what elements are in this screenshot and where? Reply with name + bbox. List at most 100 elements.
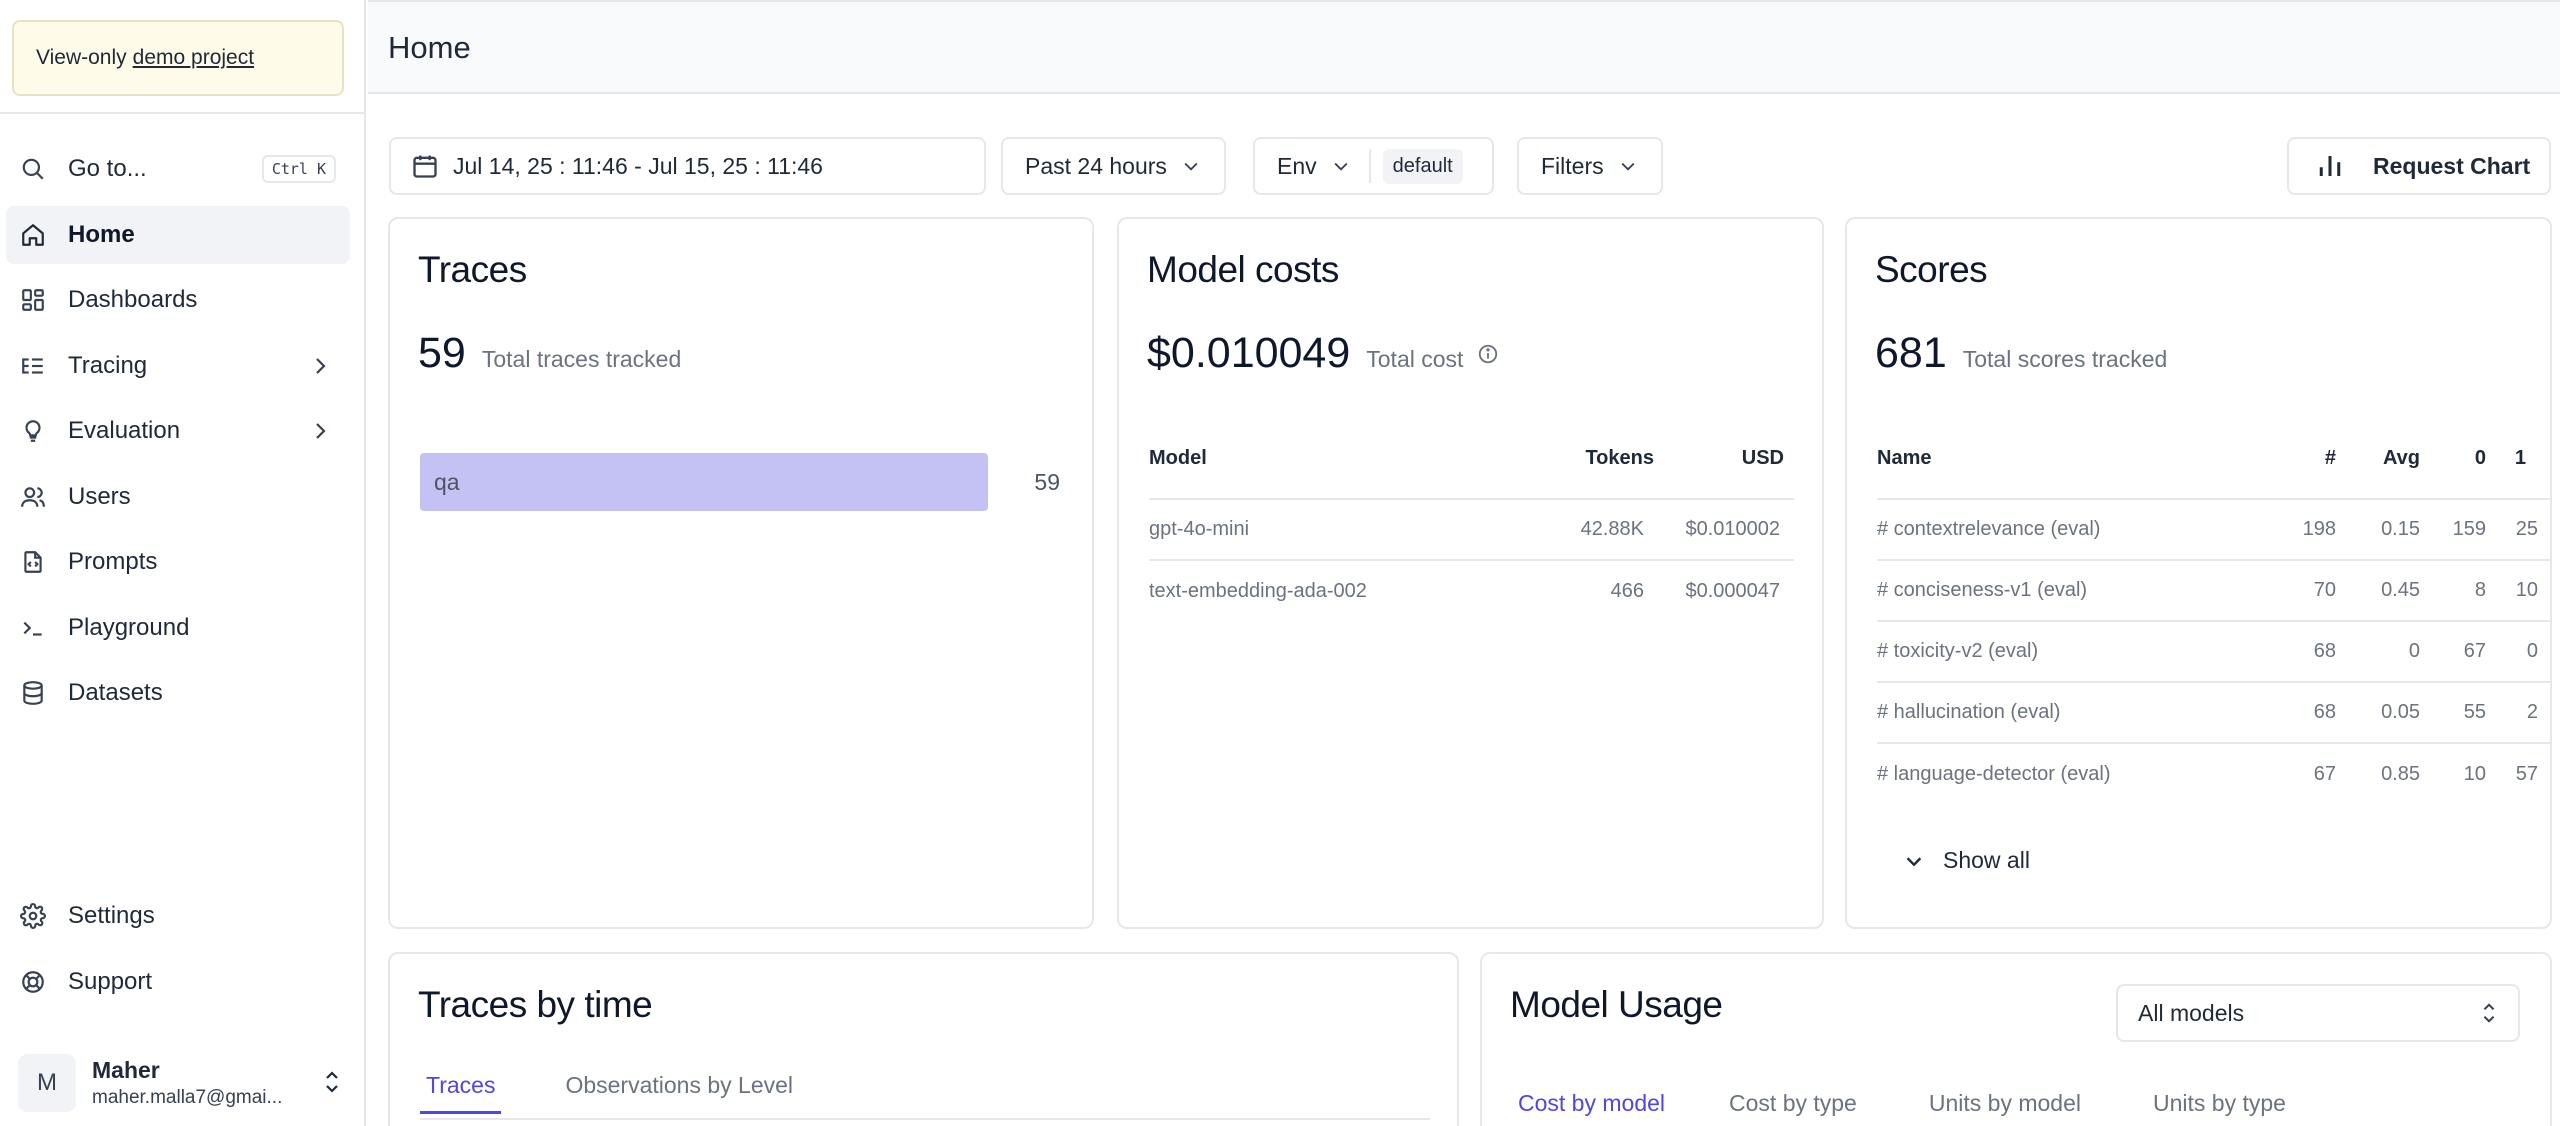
model-usage-title: Model Usage [1510, 984, 1723, 1025]
info-icon[interactable] [1477, 343, 1499, 365]
score-zero: 159 [2420, 499, 2486, 561]
bar-chart-icon [2315, 151, 2345, 181]
date-range-picker[interactable]: Jul 14, 25 : 11:46 - Jul 15, 25 : 11:46 [389, 137, 986, 195]
goto-button[interactable]: Go to... Ctrl K [6, 140, 350, 198]
sidebar-item-label: Users [68, 482, 131, 510]
chevron-right-icon [308, 419, 332, 450]
page-header: Home [368, 0, 2560, 94]
env-badge: default [1382, 148, 1463, 184]
traces-by-time-tabs: Traces Observations by Level [420, 1072, 857, 1114]
sidebar-item-label: Evaluation [68, 417, 181, 444]
view-only-text: View-only [36, 46, 127, 69]
model-usage-tabs: Cost by model Cost by type Units by mode… [1512, 1090, 2350, 1126]
avatar: M [18, 1054, 76, 1112]
trace-bar-label: qa [434, 469, 460, 495]
col-avg: Avg [2336, 419, 2420, 500]
goto-label: Go to... [68, 155, 147, 182]
score-avg: 0 [2336, 621, 2420, 683]
sidebar-item-label: Settings [68, 902, 155, 929]
model-select[interactable]: All models [2116, 984, 2520, 1042]
col-model: Model [1149, 419, 1514, 500]
user-menu[interactable]: M Maher maher.malla7@gmai... [18, 1050, 348, 1116]
score-name: # contextrelevance (eval) [1877, 499, 2276, 561]
table-row[interactable]: # conciseness-v1 (eval) 70 0.45 8 10 [1877, 560, 2552, 622]
sidebar-item-playground[interactable]: Playground [6, 599, 350, 657]
model-usd: $0.010002 [1654, 499, 1794, 561]
chevron-right-icon [308, 354, 332, 385]
score-zero: 10 [2463, 762, 2486, 785]
dashboard-icon [18, 285, 48, 315]
traces-by-time-card: Traces by time Traces Observations by Le… [388, 952, 1459, 1126]
table-row: gpt-4o-mini 42.88K $0.010002 [1149, 499, 1794, 561]
sidebar-item-label: Support [68, 967, 153, 995]
page-title: Home [388, 30, 471, 65]
trace-bar-value: 59 [1034, 469, 1060, 495]
score-avg: 0.15 [2336, 499, 2420, 561]
env-label: Env [1277, 152, 1317, 179]
chevron-down-icon [1618, 156, 1638, 176]
model-name: gpt-4o-mini [1149, 499, 1514, 561]
sidebar-item-home[interactable]: Home [6, 205, 350, 264]
sidebar-item-users[interactable]: Users [6, 468, 350, 526]
tab-cost-by-type[interactable]: Cost by type [1729, 1090, 1857, 1116]
score-avg: 0.85 [2381, 762, 2420, 785]
score-zero: 67 [2420, 621, 2486, 683]
search-icon [18, 154, 48, 184]
table-row[interactable]: # hallucination (eval) 68 0.05 55 2 [1877, 682, 2552, 744]
tab-observations-by-level[interactable]: Observations by Level [565, 1072, 794, 1098]
main-nav: Go to... Ctrl K Home Dashboards Tracing [6, 140, 350, 730]
sidebar-item-dashboards[interactable]: Dashboards [6, 271, 350, 329]
user-email: maher.malla7@gmai... [92, 1087, 283, 1108]
scores-card: Scores 681 Total scores tracked Name # A… [1845, 217, 2552, 929]
tab-units-by-type[interactable]: Units by type [2152, 1090, 2286, 1116]
table-row[interactable]: # language-detector (eval) 67 0.85 10 57 [1877, 743, 2552, 804]
time-preset-select[interactable]: Past 24 hours [1001, 137, 1226, 195]
col-usd: USD [1654, 419, 1794, 500]
sidebar-item-label: Playground [68, 613, 190, 641]
tab-units-by-model[interactable]: Units by model [1928, 1090, 2081, 1116]
environment-select[interactable]: Env default [1253, 137, 1494, 195]
show-all-button[interactable]: Show all [1903, 847, 2030, 874]
trace-bar [420, 453, 988, 511]
model-tokens: 466 [1610, 579, 1644, 602]
lightbulb-icon [18, 416, 48, 446]
score-one: 0 [2486, 621, 2552, 683]
demo-project-link[interactable]: demo project [132, 46, 255, 69]
tab-cost-by-model[interactable]: Cost by model [1512, 1090, 1671, 1126]
chevrons-up-down-icon [320, 1068, 344, 1101]
costs-total-label: Total cost [1366, 346, 1464, 372]
date-range-value: Jul 14, 25 : 11:46 - Jul 15, 25 : 11:46 [453, 152, 823, 179]
score-count: 70 [2276, 560, 2336, 622]
score-one: 10 [2486, 560, 2552, 622]
request-chart-button[interactable]: Request Chart [2287, 137, 2551, 195]
sidebar-item-label: Datasets [68, 679, 163, 706]
col-count: # [2276, 419, 2336, 500]
bottom-nav: Settings Support [6, 887, 350, 1018]
model-costs-card: Model costs $0.010049 Total cost Model T… [1117, 217, 1824, 929]
filters-button[interactable]: Filters [1517, 137, 1663, 195]
table-row[interactable]: # contextrelevance (eval) 198 0.15 159 25 [1877, 499, 2552, 561]
tracing-icon [18, 351, 48, 381]
sidebar-item-label: Prompts [68, 548, 158, 575]
costs-total-value: $0.010049 [1147, 329, 1351, 377]
trace-bar-row[interactable]: qa 59 [420, 453, 1060, 511]
home-icon [18, 220, 48, 250]
sidebar-item-evaluation[interactable]: Evaluation [6, 402, 350, 460]
model-tokens: 42.88K [1514, 499, 1654, 561]
score-name: # language-detector (eval) [1877, 762, 2111, 785]
score-name: # hallucination (eval) [1877, 682, 2276, 744]
sidebar-item-prompts[interactable]: Prompts [6, 533, 350, 591]
view-only-banner: View-only demo project [12, 20, 344, 96]
users-icon [18, 482, 48, 512]
sidebar-item-label: Dashboards [68, 286, 198, 313]
sidebar-item-settings[interactable]: Settings [6, 887, 350, 945]
sidebar-item-datasets[interactable]: Datasets [6, 664, 350, 722]
time-preset-value: Past 24 hours [1025, 152, 1167, 179]
score-name: # toxicity-v2 (eval) [1877, 621, 2276, 683]
tab-traces[interactable]: Traces [420, 1072, 502, 1114]
sidebar: View-only demo project Go to... Ctrl K H… [0, 0, 366, 1126]
table-row[interactable]: # toxicity-v2 (eval) 68 0 67 0 [1877, 621, 2552, 683]
sidebar-item-tracing[interactable]: Tracing [6, 337, 350, 395]
score-one: 25 [2486, 499, 2552, 561]
sidebar-item-support[interactable]: Support [6, 953, 350, 1011]
